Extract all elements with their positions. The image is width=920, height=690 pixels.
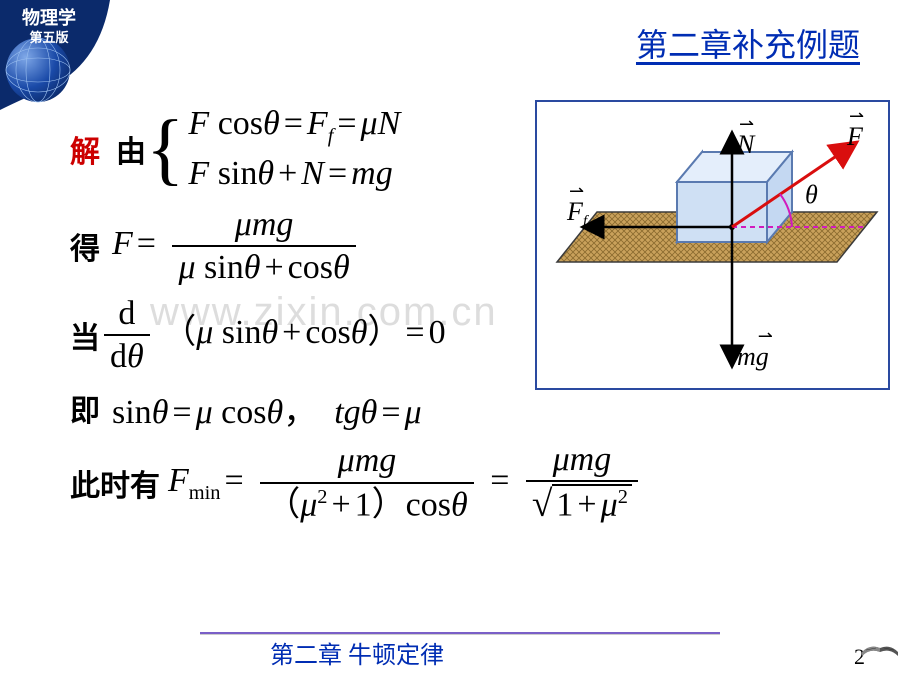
label-Ff: Ff	[567, 197, 587, 231]
equation-fmin: Fmin= μmg （μ2+1）cosθ = μmg √ 1+μ2	[168, 441, 642, 526]
label-F: F	[847, 122, 863, 152]
label-ie: 即	[70, 386, 100, 430]
corner-label: 物理学 第五版	[22, 8, 76, 45]
line-fmin: 此时有 Fmin= μmg （μ2+1）cosθ = μmg √ 1+μ2	[70, 441, 870, 526]
label-mg: mg	[737, 342, 769, 372]
footer-text: 第二章 牛顿定律	[270, 635, 444, 670]
label-get: 得	[70, 224, 100, 268]
label-N: N	[737, 130, 754, 160]
label-from: 由	[116, 127, 146, 171]
chapter-title: 第二章补充例题	[636, 20, 860, 66]
force-diagram: N F Ff θ mg	[535, 100, 890, 390]
equation-F: F= μmg μ sinθ+cosθ	[112, 206, 360, 287]
brace: {	[146, 117, 184, 181]
equation-system: F cosθ=Ff=μN F sinθ+N=mg	[188, 100, 400, 198]
label-then: 此时有	[70, 461, 160, 505]
label-when: 当	[70, 313, 100, 357]
label-solve: 解	[70, 127, 100, 171]
edition-label: 第五版	[22, 30, 76, 46]
subject-label: 物理学	[22, 8, 76, 30]
label-theta: θ	[805, 180, 818, 210]
equation-ie: sinθ=μ cosθ， tgθ=μ	[112, 384, 422, 433]
book-icon	[860, 630, 900, 660]
equation-derivative: d dθ （μ sinθ+cosθ）=0	[100, 295, 446, 376]
